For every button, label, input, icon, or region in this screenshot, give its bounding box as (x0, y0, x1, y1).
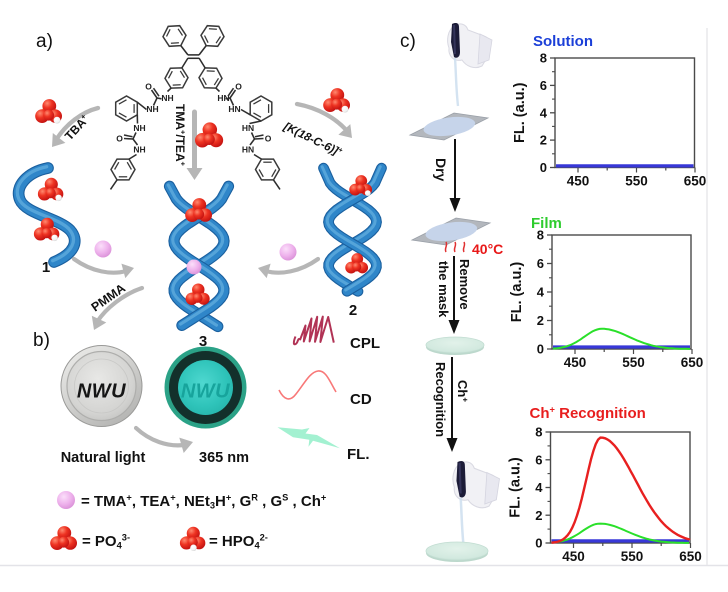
svg-text:CD: CD (350, 391, 372, 408)
svg-text:= TMA+​, TEA+​, NEt3​H+​, GR​: = TMA+​, TEA+​, NEt3​H+​, GR​ , GS​ , Ch… (81, 493, 327, 511)
svg-text:CPL: CPL (350, 335, 380, 352)
svg-text:450: 450 (567, 174, 590, 189)
svg-text:2: 2 (535, 508, 542, 523)
svg-text:0: 0 (537, 342, 544, 357)
svg-text:450: 450 (564, 355, 587, 370)
svg-text:NWU: NWU (181, 381, 230, 403)
svg-text:TMA+​/TEA+​: TMA+​/TEA+​ (173, 104, 187, 167)
svg-text:FL.: FL. (347, 446, 370, 463)
svg-text:O: O (116, 134, 123, 144)
svg-text:= HPO4​2-​: = HPO4​2-​ (209, 533, 268, 551)
svg-text:650: 650 (681, 355, 704, 370)
svg-text:650: 650 (684, 174, 707, 189)
svg-text:2: 2 (537, 313, 544, 328)
svg-text:O: O (235, 82, 242, 92)
svg-text:550: 550 (625, 174, 648, 189)
svg-text:2: 2 (349, 302, 357, 319)
svg-text:FL. (a.u.): FL. (a.u.) (508, 457, 524, 518)
svg-text:the mask: the mask (436, 261, 451, 318)
svg-text:Natural light: Natural light (61, 450, 146, 466)
svg-text:NH: NH (133, 145, 145, 155)
svg-text:40°C: 40°C (472, 241, 503, 257)
svg-text:O: O (145, 82, 152, 92)
svg-text:0: 0 (535, 536, 542, 551)
svg-text:2: 2 (540, 133, 547, 148)
svg-text:Remove: Remove (457, 259, 472, 310)
svg-text:6: 6 (535, 452, 542, 467)
svg-text:450: 450 (562, 549, 585, 564)
svg-text:FL. (a.u.): FL. (a.u.) (512, 82, 528, 143)
svg-text:365 nm: 365 nm (199, 450, 249, 466)
svg-text:650: 650 (679, 549, 702, 564)
svg-text:O: O (265, 134, 272, 144)
svg-text:HN: HN (242, 123, 254, 133)
svg-text:Film: Film (531, 215, 562, 232)
svg-text:550: 550 (622, 355, 645, 370)
svg-text:c): c) (400, 31, 416, 52)
svg-text:Solution: Solution (533, 33, 593, 50)
svg-text:550: 550 (621, 549, 644, 564)
svg-text:NH: NH (146, 104, 158, 114)
svg-text:b): b) (33, 330, 50, 351)
svg-text:HN: HN (228, 104, 240, 114)
svg-text:HN: HN (242, 145, 254, 155)
svg-text:Dry: Dry (433, 158, 449, 182)
svg-text:FL. (a.u.): FL. (a.u.) (509, 262, 525, 323)
svg-text:Ch+​ Recognition: Ch+​ Recognition (530, 405, 646, 422)
svg-text:0: 0 (540, 160, 547, 175)
svg-text:NWU: NWU (77, 381, 126, 403)
svg-text:a): a) (36, 31, 53, 52)
svg-text:4: 4 (537, 285, 545, 300)
svg-text:Recognition: Recognition (433, 362, 448, 437)
svg-text:4: 4 (535, 480, 543, 495)
svg-text:1: 1 (42, 259, 50, 276)
svg-text:NH: NH (161, 93, 173, 103)
svg-text:6: 6 (540, 78, 547, 93)
svg-text:4: 4 (540, 105, 548, 120)
svg-text:8: 8 (535, 425, 542, 440)
svg-text:6: 6 (537, 256, 544, 271)
svg-text:8: 8 (540, 51, 547, 66)
svg-text:8: 8 (537, 228, 544, 243)
svg-text:NH: NH (133, 123, 145, 133)
